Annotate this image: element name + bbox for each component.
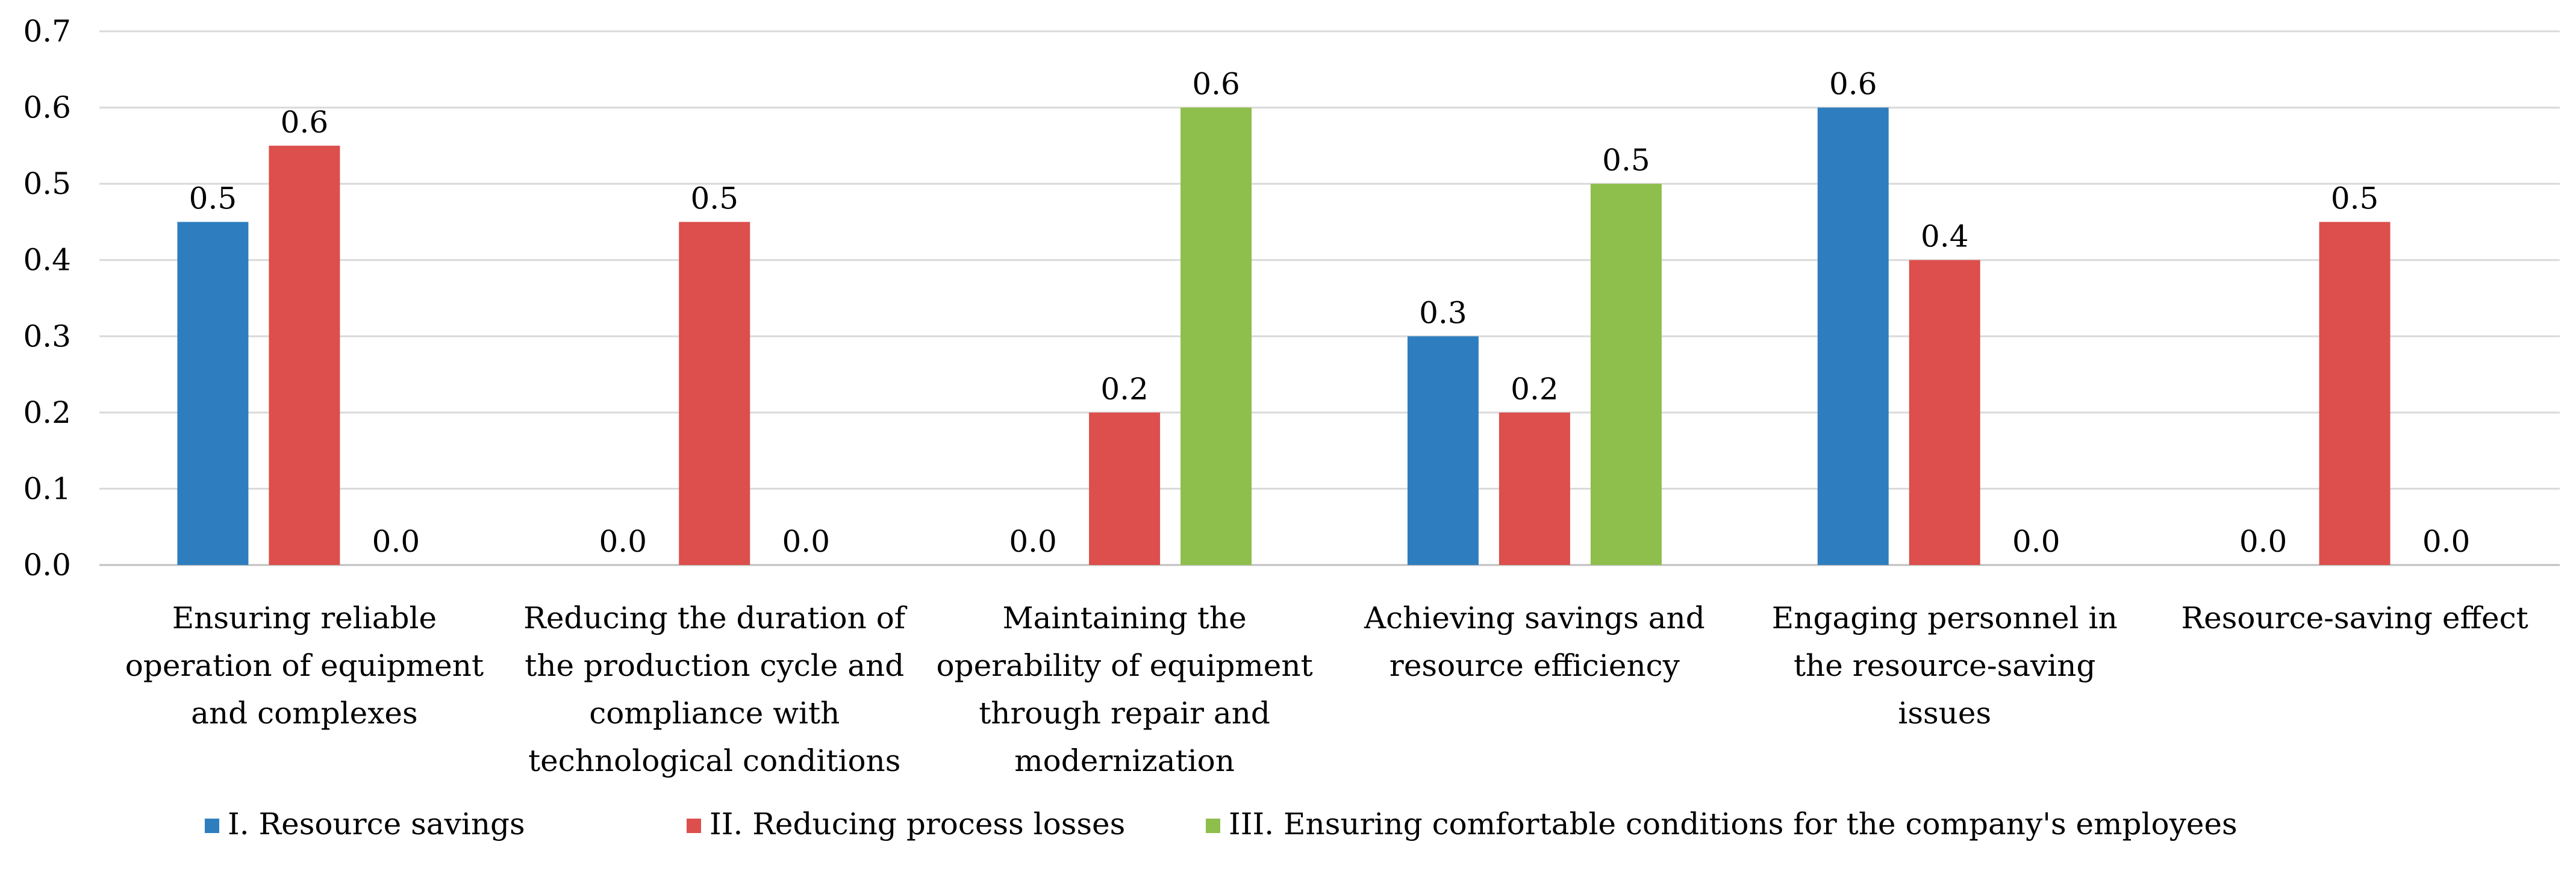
bar-series-2 bbox=[679, 222, 750, 565]
legend-swatch bbox=[1206, 819, 1220, 833]
data-label: 0.4 bbox=[1921, 219, 1969, 254]
x-category-label-line: Reducing the duration of bbox=[523, 601, 908, 635]
data-label: 0.0 bbox=[782, 524, 830, 559]
y-tick-label: 0.0 bbox=[23, 548, 71, 582]
bar-series-3 bbox=[1590, 184, 1662, 566]
x-category-label-line: compliance with bbox=[589, 696, 840, 731]
bar-series-1 bbox=[1817, 107, 1889, 566]
y-tick-label: 0.1 bbox=[23, 471, 71, 506]
data-label: 0.3 bbox=[1419, 295, 1467, 330]
data-label: 0.5 bbox=[189, 181, 237, 216]
data-label: 0.0 bbox=[372, 524, 420, 559]
bar-series-2 bbox=[1089, 412, 1161, 565]
data-label: 0.6 bbox=[1192, 67, 1240, 102]
x-category-label-line: and complexes bbox=[191, 696, 417, 731]
x-category-label-line: the resource-saving bbox=[1794, 648, 2096, 683]
y-axis-ticks: 0.0 0.1 0.2 0.3 0.4 0.5 0.6 0.7 bbox=[23, 14, 71, 582]
bar-series-1 bbox=[1407, 336, 1479, 565]
bar-series-2 bbox=[1499, 412, 1570, 565]
x-category-label-line: Engaging personnel in bbox=[1772, 601, 2118, 635]
x-category-label: Resource-saving effect bbox=[2181, 601, 2528, 635]
x-category-label-line: the production cycle and bbox=[525, 648, 904, 683]
data-label: 0.6 bbox=[281, 105, 329, 140]
data-label: 0.0 bbox=[1009, 524, 1057, 559]
x-category-label-line: Maintaining the bbox=[1002, 601, 1246, 635]
legend-label: I. Resource savings bbox=[228, 807, 525, 841]
data-label: 0.5 bbox=[1602, 143, 1650, 178]
y-tick-label: 0.6 bbox=[23, 90, 71, 125]
data-label: 0.2 bbox=[1100, 372, 1149, 407]
data-label: 0.0 bbox=[2422, 524, 2471, 559]
x-category-label-line: Resource-saving effect bbox=[2181, 601, 2528, 635]
legend-swatch bbox=[205, 819, 219, 833]
x-category-label: Achieving savings and resource efficiency bbox=[1364, 601, 1705, 683]
x-axis-category-labels: Ensuring reliable operation of equipment a… bbox=[125, 601, 2528, 778]
y-tick-label: 0.7 bbox=[23, 14, 71, 49]
x-category-label-line: resource efficiency bbox=[1389, 648, 1680, 683]
x-category-label: Ensuring reliable operation of equipment a… bbox=[125, 601, 484, 731]
bars bbox=[177, 107, 2390, 566]
y-tick-label: 0.4 bbox=[23, 243, 71, 278]
legend-label: II. Reducing process losses bbox=[709, 807, 1125, 841]
x-category-label-line: modernization bbox=[1014, 743, 1235, 778]
legend: I. Resource savings II. Reducing process … bbox=[205, 807, 2238, 841]
data-label: 0.5 bbox=[690, 181, 738, 216]
legend-label: III. Ensuring comfortable conditions for… bbox=[1229, 807, 2238, 841]
gridlines bbox=[99, 30, 2560, 566]
data-label: 0.0 bbox=[2012, 524, 2060, 559]
data-label: 0.5 bbox=[2331, 181, 2379, 216]
data-label: 0.6 bbox=[1829, 67, 1877, 102]
y-tick-label: 0.2 bbox=[23, 395, 71, 430]
x-category-label-line: Ensuring reliable bbox=[172, 601, 437, 635]
data-labels: 0.5 0.6 0.0 0.0 0.5 0.0 0.0 0.2 0.6 0.3 0.2 0.5 0.6 0… bbox=[189, 67, 2471, 559]
data-label: 0.2 bbox=[1511, 372, 1559, 407]
x-category-label: Engaging personnel in the resource-saving… bbox=[1772, 601, 2118, 731]
x-category-label-line: operability of equipment bbox=[936, 648, 1312, 683]
bar-series-2 bbox=[2319, 222, 2390, 565]
data-label: 0.0 bbox=[2239, 524, 2288, 559]
x-category-label-line: Achieving savings and bbox=[1364, 601, 1705, 635]
y-tick-label: 0.3 bbox=[23, 319, 71, 354]
x-category-label: Reducing the duration of the production c… bbox=[523, 601, 908, 778]
y-tick-label: 0.5 bbox=[23, 166, 71, 201]
x-category-label-line: through repair and bbox=[979, 696, 1270, 731]
x-category-label-line: issues bbox=[1898, 696, 1991, 731]
x-category-label-line: technological conditions bbox=[528, 743, 900, 778]
data-label: 0.0 bbox=[599, 524, 647, 559]
bar-series-2 bbox=[269, 145, 340, 565]
bar-series-1 bbox=[177, 222, 249, 565]
legend-swatch bbox=[687, 819, 701, 833]
x-category-label-line: operation of equipment bbox=[125, 648, 484, 683]
x-category-label: Maintaining the operability of equipment t… bbox=[936, 601, 1312, 778]
bar-series-3 bbox=[1180, 107, 1252, 566]
bar-series-2 bbox=[1909, 260, 1980, 565]
